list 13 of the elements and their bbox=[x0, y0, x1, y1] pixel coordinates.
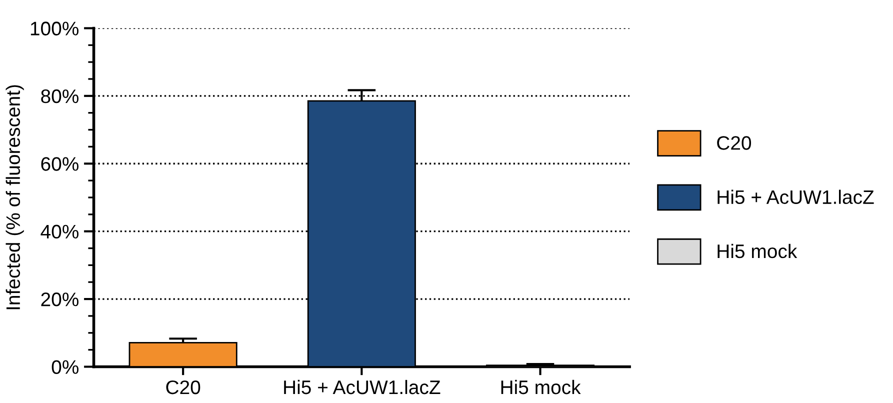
y-tick-label: 0% bbox=[52, 360, 78, 374]
legend-label: Hi5 + AcUW1.lacZ bbox=[718, 190, 874, 204]
y-tick-label: 40% bbox=[40, 224, 78, 239]
x-tick-label: Hi5 mock bbox=[501, 380, 581, 394]
y-tick-label: 100% bbox=[30, 22, 78, 36]
x-tick-label: C20 bbox=[166, 380, 200, 394]
y-tick-label: 80% bbox=[41, 89, 78, 104]
legend-label: Hi5 mock bbox=[718, 244, 798, 258]
y-axis-title: Infected (% of fluorescent) bbox=[6, 85, 24, 310]
x-tick-label: Hi5 + AcUW1.lacZ bbox=[284, 380, 440, 394]
y-tick-label: 60% bbox=[41, 157, 78, 171]
legend-label: C20 bbox=[717, 136, 752, 150]
y-tick-label: 20% bbox=[41, 292, 78, 306]
